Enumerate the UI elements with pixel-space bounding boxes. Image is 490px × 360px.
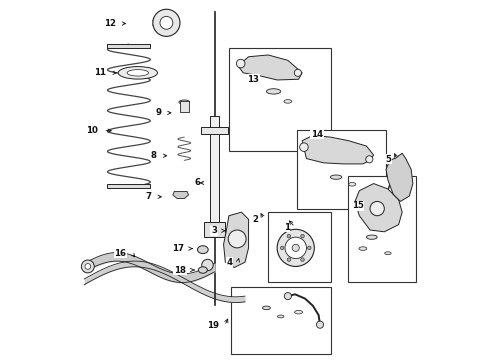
- Circle shape: [280, 246, 284, 249]
- Ellipse shape: [367, 235, 377, 239]
- Ellipse shape: [348, 183, 356, 186]
- Circle shape: [202, 259, 213, 271]
- Bar: [210, 116, 219, 223]
- Text: 17: 17: [172, 244, 184, 253]
- Ellipse shape: [284, 100, 292, 103]
- Text: 19: 19: [207, 321, 220, 330]
- Bar: [107, 44, 150, 48]
- Ellipse shape: [277, 315, 284, 318]
- Circle shape: [85, 264, 91, 269]
- Circle shape: [237, 59, 245, 68]
- Circle shape: [287, 234, 291, 238]
- Polygon shape: [173, 192, 189, 199]
- Text: 6: 6: [195, 178, 200, 187]
- Ellipse shape: [118, 67, 157, 79]
- Circle shape: [317, 321, 323, 328]
- Ellipse shape: [330, 175, 342, 179]
- Bar: [204, 222, 225, 237]
- Text: 15: 15: [352, 201, 364, 210]
- Polygon shape: [302, 135, 373, 164]
- Text: 3: 3: [211, 226, 217, 235]
- Text: 8: 8: [151, 151, 157, 160]
- Text: 18: 18: [174, 266, 186, 275]
- Ellipse shape: [197, 246, 208, 253]
- Ellipse shape: [359, 247, 367, 250]
- Circle shape: [81, 260, 94, 273]
- Polygon shape: [355, 184, 402, 232]
- Text: 4: 4: [226, 258, 232, 267]
- Bar: [201, 127, 228, 134]
- Bar: [180, 102, 189, 112]
- Bar: [297, 130, 386, 208]
- Circle shape: [160, 17, 173, 29]
- Bar: [231, 287, 331, 354]
- Polygon shape: [386, 153, 413, 202]
- Circle shape: [285, 237, 306, 258]
- Ellipse shape: [267, 89, 281, 94]
- Circle shape: [153, 9, 180, 36]
- Ellipse shape: [179, 100, 190, 104]
- Circle shape: [287, 258, 291, 261]
- Ellipse shape: [263, 306, 270, 310]
- Bar: [229, 48, 331, 152]
- Polygon shape: [223, 212, 248, 267]
- Text: 10: 10: [86, 126, 98, 135]
- Circle shape: [308, 246, 311, 249]
- Bar: [348, 176, 416, 282]
- Text: 9: 9: [155, 108, 161, 117]
- Text: 14: 14: [311, 130, 323, 139]
- Circle shape: [294, 69, 301, 76]
- Text: 12: 12: [104, 19, 116, 28]
- Polygon shape: [238, 55, 302, 80]
- Bar: [107, 184, 150, 188]
- Bar: [268, 212, 331, 282]
- Text: 5: 5: [386, 155, 392, 164]
- Circle shape: [277, 229, 314, 266]
- Text: 1: 1: [284, 222, 290, 231]
- Text: 7: 7: [145, 192, 151, 201]
- Circle shape: [300, 143, 308, 152]
- Ellipse shape: [127, 69, 148, 76]
- Ellipse shape: [385, 252, 391, 255]
- Ellipse shape: [198, 267, 207, 273]
- Circle shape: [366, 156, 373, 163]
- Text: 11: 11: [95, 68, 106, 77]
- Circle shape: [292, 244, 299, 251]
- Text: 16: 16: [114, 249, 126, 258]
- Circle shape: [301, 258, 304, 261]
- Text: 13: 13: [247, 75, 259, 84]
- Circle shape: [228, 230, 246, 248]
- Ellipse shape: [294, 310, 302, 314]
- Text: 2: 2: [252, 215, 259, 224]
- Circle shape: [301, 234, 304, 238]
- Circle shape: [370, 202, 384, 216]
- Circle shape: [284, 293, 292, 300]
